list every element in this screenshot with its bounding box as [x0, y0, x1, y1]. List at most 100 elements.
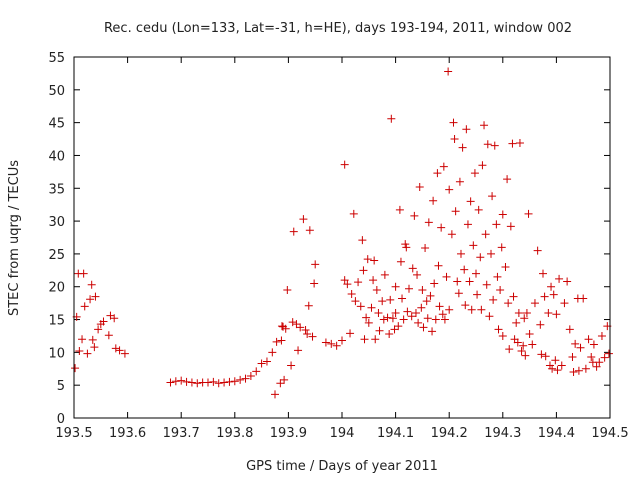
data-point: [277, 336, 286, 345]
y-tick-label: 15: [48, 314, 65, 329]
data-point: [498, 210, 507, 219]
data-point: [460, 265, 469, 274]
data-points: [71, 67, 613, 399]
data-point: [469, 241, 478, 250]
data-point: [252, 367, 261, 376]
data-point: [88, 335, 97, 344]
y-tick-label: 10: [48, 346, 65, 361]
data-point: [563, 277, 572, 286]
data-point: [445, 185, 454, 194]
data-point: [440, 315, 449, 324]
data-point: [204, 378, 212, 387]
data-point: [517, 347, 526, 356]
data-point: [271, 390, 279, 399]
y-tick-label: 25: [48, 248, 65, 263]
data-point: [380, 270, 389, 279]
data-point: [571, 339, 580, 348]
data-point: [289, 227, 298, 236]
data-point: [268, 348, 277, 357]
data-point: [506, 222, 515, 231]
y-tick-label: 20: [48, 281, 65, 296]
data-point: [490, 141, 499, 150]
data-point: [525, 329, 534, 338]
data-point: [521, 351, 530, 360]
data-point: [214, 379, 223, 388]
data-point: [241, 374, 250, 383]
data-point: [281, 324, 290, 333]
data-point: [485, 312, 494, 321]
data-point: [272, 337, 281, 346]
data-point: [346, 329, 355, 338]
data-point: [528, 340, 537, 349]
data-point: [99, 317, 108, 326]
data-point: [304, 301, 313, 310]
data-point: [548, 364, 557, 373]
data-point: [492, 220, 501, 229]
data-point: [80, 302, 89, 311]
data-point: [569, 368, 578, 377]
data-point: [399, 315, 408, 324]
data-point: [257, 359, 266, 368]
data-point: [104, 331, 113, 340]
data-point: [557, 361, 566, 370]
data-point: [332, 341, 341, 350]
data-point: [498, 331, 507, 340]
data-point: [379, 315, 388, 324]
data-point: [362, 313, 371, 322]
data-point: [408, 264, 417, 273]
data-point: [433, 169, 442, 178]
data-point: [301, 326, 310, 335]
data-point: [431, 315, 440, 324]
data-point: [524, 209, 533, 218]
data-point: [391, 308, 400, 317]
data-point: [545, 361, 554, 370]
data-point: [509, 292, 518, 301]
data-point: [481, 230, 490, 239]
data-point: [94, 325, 103, 334]
y-tick-label: 55: [48, 51, 65, 66]
data-point: [423, 314, 432, 323]
data-point: [514, 308, 523, 317]
data-point: [79, 269, 88, 278]
data-point: [294, 346, 303, 355]
data-point: [455, 177, 464, 186]
data-point: [453, 277, 462, 286]
data-point: [472, 269, 480, 278]
data-point: [463, 220, 472, 229]
data-point: [296, 323, 305, 332]
data-point: [246, 371, 255, 380]
data-point: [87, 280, 96, 289]
data-point: [120, 349, 129, 358]
data-point: [450, 135, 459, 144]
data-point: [236, 375, 245, 384]
data-point: [371, 335, 380, 344]
data-point: [483, 140, 492, 149]
x-tick-label: 194.2: [431, 426, 468, 441]
data-point: [466, 197, 475, 206]
data-point: [544, 308, 553, 317]
data-point: [395, 205, 404, 214]
data-point: [385, 329, 394, 338]
data-point: [303, 329, 312, 338]
data-point: [407, 312, 416, 321]
data-point: [280, 375, 289, 384]
data-point: [513, 338, 522, 347]
data-point: [90, 343, 99, 352]
data-point: [444, 67, 453, 76]
data-point: [390, 325, 399, 334]
data-point: [480, 121, 489, 130]
data-point: [413, 270, 422, 279]
data-point: [414, 318, 423, 327]
data-point: [473, 290, 482, 299]
data-point: [435, 302, 444, 311]
data-point: [419, 323, 428, 332]
x-tick-label: 193.6: [109, 426, 146, 441]
data-point: [512, 318, 521, 327]
data-point: [378, 297, 387, 306]
data-point: [417, 303, 426, 312]
data-point: [501, 263, 510, 272]
data-point: [396, 257, 405, 266]
data-point: [488, 192, 497, 201]
x-tick-label: 193.7: [163, 426, 200, 441]
data-point: [351, 297, 360, 306]
